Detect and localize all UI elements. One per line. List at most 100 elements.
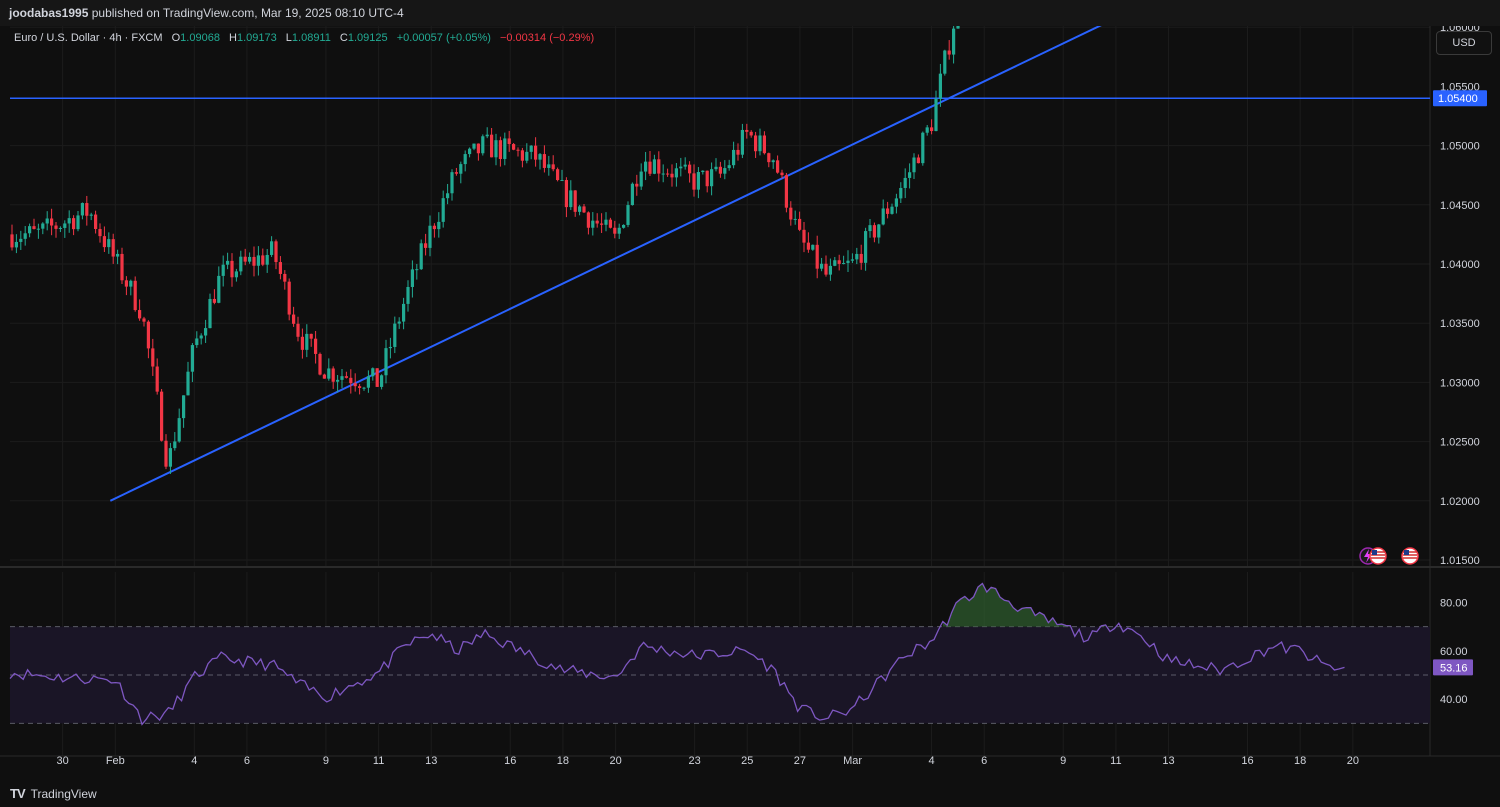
candle[interactable] [710, 162, 714, 196]
candle[interactable] [278, 256, 282, 280]
candle[interactable] [688, 161, 692, 183]
candle[interactable] [208, 293, 212, 329]
candle[interactable] [657, 151, 661, 182]
candle[interactable] [758, 128, 762, 156]
candle[interactable] [468, 147, 472, 158]
candle[interactable] [516, 147, 520, 157]
candle[interactable] [89, 212, 93, 221]
candle[interactable] [164, 434, 168, 470]
candle[interactable] [50, 208, 54, 236]
candle[interactable] [542, 145, 546, 173]
candle[interactable] [10, 224, 14, 251]
candle[interactable] [701, 170, 705, 175]
candle[interactable] [234, 268, 238, 282]
candle[interactable] [274, 239, 278, 270]
candle[interactable] [529, 145, 533, 160]
candle[interactable] [762, 131, 766, 155]
tradingview-logo-icon[interactable]: TV [10, 786, 26, 801]
candle[interactable] [204, 319, 208, 343]
candle[interactable] [947, 40, 951, 60]
candle[interactable] [41, 222, 45, 235]
candle[interactable] [248, 252, 252, 264]
candle[interactable] [375, 368, 379, 387]
candle[interactable] [828, 258, 832, 281]
candle[interactable] [481, 134, 485, 156]
candle[interactable] [380, 374, 384, 390]
candle[interactable] [432, 223, 436, 238]
candle[interactable] [784, 172, 788, 213]
candle[interactable] [718, 161, 722, 178]
candle[interactable] [322, 373, 326, 379]
candle[interactable] [67, 210, 71, 233]
candle[interactable] [287, 278, 291, 321]
candle[interactable] [146, 320, 150, 359]
candle[interactable] [916, 154, 920, 164]
candle[interactable] [652, 154, 656, 175]
candle[interactable] [938, 63, 942, 107]
symbol-name[interactable]: Euro / U.S. Dollar · 4h · FXCM [14, 32, 163, 44]
candle[interactable] [243, 248, 247, 266]
candle[interactable] [806, 232, 810, 253]
rsi-series-line[interactable] [9, 582, 1345, 726]
candle[interactable] [305, 324, 309, 358]
candle[interactable] [670, 164, 674, 187]
publisher-name[interactable]: joodabas1995 [9, 6, 89, 20]
candle[interactable] [855, 247, 859, 265]
candle[interactable] [604, 212, 608, 232]
candle[interactable] [129, 279, 133, 296]
candle[interactable] [182, 395, 186, 428]
candle[interactable] [94, 210, 98, 234]
candle[interactable] [454, 167, 458, 176]
candle[interactable] [952, 26, 956, 64]
candle[interactable] [98, 223, 102, 243]
chart-canvas[interactable]: 1.01500 1.02000 1.02500 1.03000 1.03500 1.040… [0, 26, 1500, 780]
candle[interactable] [446, 183, 450, 205]
candle[interactable] [507, 130, 511, 152]
candle[interactable] [300, 328, 304, 359]
candle[interactable] [314, 330, 318, 364]
candle[interactable] [230, 253, 234, 287]
candle[interactable] [107, 232, 111, 254]
candle[interactable] [556, 167, 560, 182]
candle[interactable] [23, 225, 27, 246]
candle[interactable] [336, 375, 340, 393]
candle[interactable] [72, 215, 76, 236]
candle[interactable] [745, 123, 749, 139]
candle[interactable] [384, 339, 388, 384]
candle[interactable] [674, 162, 678, 187]
candle[interactable] [881, 199, 885, 226]
candle[interactable] [661, 164, 665, 183]
candle[interactable] [226, 252, 230, 270]
candle[interactable] [406, 280, 410, 312]
candle[interactable] [793, 210, 797, 225]
candle[interactable] [283, 270, 287, 290]
candle[interactable] [133, 276, 137, 312]
candle[interactable] [802, 221, 806, 253]
candle[interactable] [859, 244, 863, 270]
eu-flag-icon[interactable] [1401, 547, 1419, 565]
candle[interactable] [714, 158, 718, 172]
candle[interactable] [388, 337, 392, 359]
candle[interactable] [648, 151, 652, 176]
candle[interactable] [168, 442, 172, 475]
candle[interactable] [221, 255, 225, 287]
candle[interactable] [270, 236, 274, 257]
candle[interactable] [846, 250, 850, 273]
candle[interactable] [780, 169, 784, 179]
candle[interactable] [864, 227, 868, 271]
candle[interactable] [727, 159, 731, 171]
candle[interactable] [14, 234, 18, 254]
candle[interactable] [644, 151, 648, 181]
candle[interactable] [921, 131, 925, 166]
candle[interactable] [28, 223, 32, 238]
candle[interactable] [494, 133, 498, 166]
candle[interactable] [877, 223, 881, 244]
candle[interactable] [630, 182, 634, 206]
candle[interactable] [151, 338, 155, 376]
candle[interactable] [912, 153, 916, 179]
candle[interactable] [393, 316, 397, 354]
candle[interactable] [358, 383, 362, 395]
candle[interactable] [573, 190, 577, 217]
candle[interactable] [837, 254, 841, 271]
candle[interactable] [872, 222, 876, 243]
